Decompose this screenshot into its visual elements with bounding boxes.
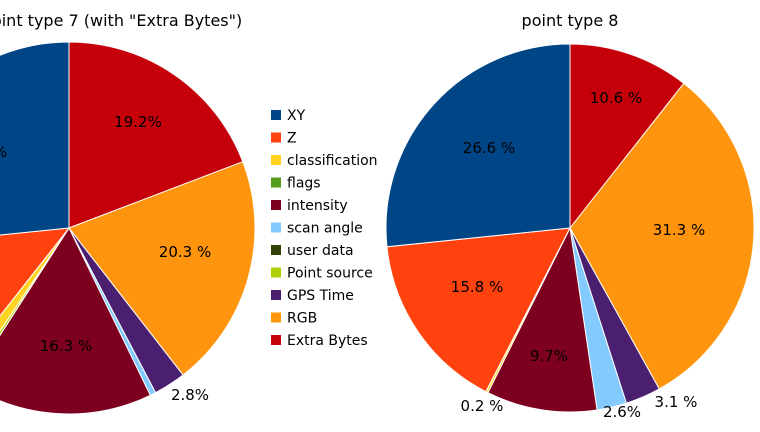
data-label-extra-bytes: 19.2% [114,113,162,131]
legend-swatch-intensity [271,200,281,210]
pie-slice-extra-bytes [68,41,244,229]
chart-title-left: point type 7 (with "Extra Bytes") [0,11,242,30]
pie-slice-xy [385,43,571,248]
legend-label-z: Z [287,131,297,147]
legend-swatch-gps-time [271,290,281,300]
legend-swatch-scan-angle [271,222,281,233]
pie-right [385,43,755,413]
legend-label-rgb: RGB [287,311,317,327]
pie-slice-classification [0,227,70,332]
legend-label-intensity: intensity [287,198,348,214]
legend-swatch-z [271,132,281,143]
data-label-z: 15.8 % [451,278,503,296]
legend-swatch-flags [271,177,281,188]
pie-slice-intensity [0,226,151,415]
legend-label-point-source: Point source [287,266,373,282]
data-label-scan-angle: 2.6% [603,403,641,421]
pie-left-labels: 19.2% 20.3 % 2.8% 16.3 %% [0,113,211,404]
legend-label-extra-bytes: Extra Bytes [287,333,368,349]
data-label-classification: 0.2 % [461,397,504,415]
pie-slice-intensity [487,226,598,413]
pie-slice-z [386,227,571,393]
legend-label-gps-time: GPS Time [287,288,354,304]
pie-slice-rgb [569,82,755,390]
pie-slice-point-source [0,227,70,337]
legend-swatch-rgb [271,312,281,323]
data-label-gps-time: 2.8% [171,386,209,404]
legend-swatch-user-data [271,245,281,255]
legend-label-scan-angle: scan angle [287,221,363,237]
legend-label-classification: classification [287,153,378,169]
pie-slice-rgb [68,161,256,376]
legend-label-flags: flags [287,176,321,192]
legend-swatch-extra-bytes [271,335,281,345]
pie-slice-z [0,227,71,317]
legend-label-user-data: user data [287,243,354,259]
legend-swatch-xy [271,110,281,120]
chart-title-right: point type 8 [522,11,619,30]
pie-right-labels: 10.6 % 31.3 % 3.1 % 2.6% 9.7% 0.2 % 15.8 % 26.6… [451,89,705,421]
legend-swatch-point-source [271,267,281,278]
pie-left [0,41,256,415]
legend-swatch-classification [271,155,281,165]
data-label-rgb: 20.3 % [159,243,211,261]
data-label-intensity: 16.3 % [40,337,92,355]
data-label-intensity: 9.7% [530,347,568,365]
pie-slice-extra-bytes [569,43,685,230]
pie-slice-xy [0,41,70,236]
data-label-extra-bytes: 10.6 % [590,89,642,107]
data-label-gps-time: 3.1 % [655,393,698,411]
legend-label-xy: XY [287,108,306,124]
data-label-xy: % [0,143,7,161]
data-label-rgb: 31.3 % [653,221,705,239]
data-label-xy: 26.6 % [463,139,515,157]
